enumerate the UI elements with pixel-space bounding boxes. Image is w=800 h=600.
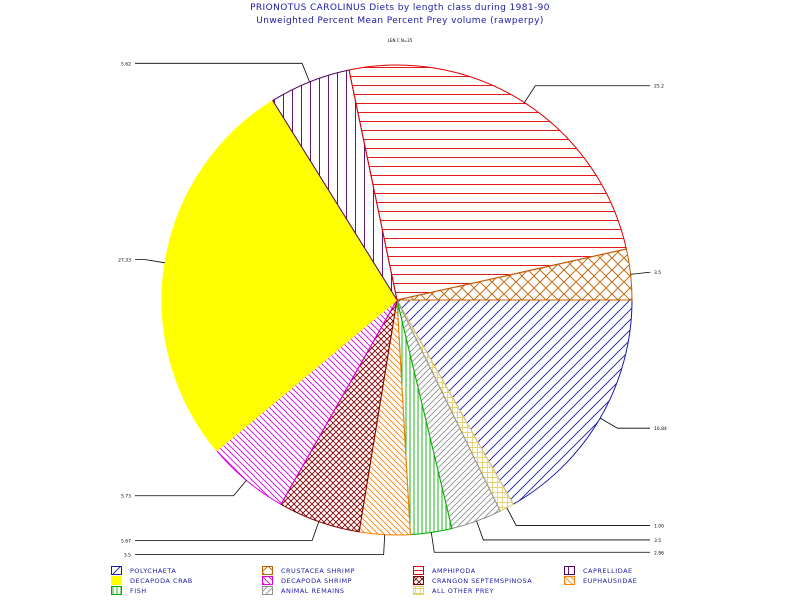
slice-value-label: 3.5 <box>654 538 661 544</box>
legend-swatch-icon <box>111 576 122 585</box>
legend-swatch-icon <box>111 586 122 595</box>
pie-slice-amphipoda <box>348 64 627 301</box>
legend-label: ANIMAL REMAINS <box>281 587 345 595</box>
leader-line <box>430 532 650 553</box>
pie-slices <box>161 64 633 536</box>
legend-swatch-icon <box>413 576 424 585</box>
legend-swatch-icon <box>564 566 575 575</box>
slice-value-label: 27.33 <box>118 258 131 264</box>
legend-swatch-icon <box>262 566 273 575</box>
legend-label: DECAPODA CRAB <box>130 577 193 585</box>
legend-label: CRANGON SEPTEMSPINOSA <box>432 577 533 585</box>
chart-subtitle: Unweighted Percent Mean Percent Prey vol… <box>256 16 544 26</box>
legend-label: EUPHAUSIIDAE <box>583 577 638 585</box>
slice-value-label: 2.86 <box>654 550 664 556</box>
slice-leader-lines: 16.84 1.00 3.5 2.86 3.5 5.67 5.73 27.33 5.62 25.2… <box>118 61 667 558</box>
leader-line <box>135 480 247 497</box>
legend-label: CAPRELLIDAE <box>583 567 633 575</box>
slice-value-label: 5.67 <box>121 538 131 544</box>
legend-swatch-icon <box>262 576 273 585</box>
slice-value-label: 3.5 <box>654 270 661 276</box>
leader-line <box>630 271 651 275</box>
leader-line <box>476 520 650 541</box>
legend-label: POLYCHAETA <box>130 567 177 575</box>
leader-line <box>135 521 320 541</box>
length-class-label: LEN C N=35 <box>387 38 413 43</box>
legend-swatch-icon <box>262 586 273 595</box>
leader-line <box>135 62 310 83</box>
pie-slice-decapoda-crab <box>161 99 398 452</box>
slice-value-label: 5.62 <box>121 61 131 67</box>
legend-swatch-icon <box>111 566 122 575</box>
legend-label: AMPHIPODA <box>432 567 476 575</box>
legend-swatch-icon <box>413 586 424 595</box>
slice-value-label: 3.5 <box>124 553 131 559</box>
pie-slice-crustacea-shrimp <box>396 248 633 301</box>
legend-label: FISH <box>130 587 147 595</box>
slice-value-label: 25.2 <box>654 84 664 90</box>
legend-label: CRUSTACEA SHRIMP <box>281 567 355 575</box>
leader-line <box>599 417 650 429</box>
leader-line <box>524 85 650 103</box>
legend-swatch-icon <box>413 566 424 575</box>
slice-value-label: 1.00 <box>654 523 664 529</box>
legend-label: DECAPODA SHRIMP <box>281 577 353 585</box>
leader-line <box>135 259 166 264</box>
legend-swatch-icon <box>564 576 575 585</box>
slice-value-label: 5.73 <box>121 494 131 500</box>
chart-title: PRIONOTUS CAROLINUS Diets by length clas… <box>250 3 550 13</box>
slice-value-label: 16.84 <box>654 426 667 432</box>
leader-line <box>135 534 386 556</box>
leader-line <box>506 507 650 526</box>
legend-label: ALL OTHER PREY <box>432 587 494 595</box>
